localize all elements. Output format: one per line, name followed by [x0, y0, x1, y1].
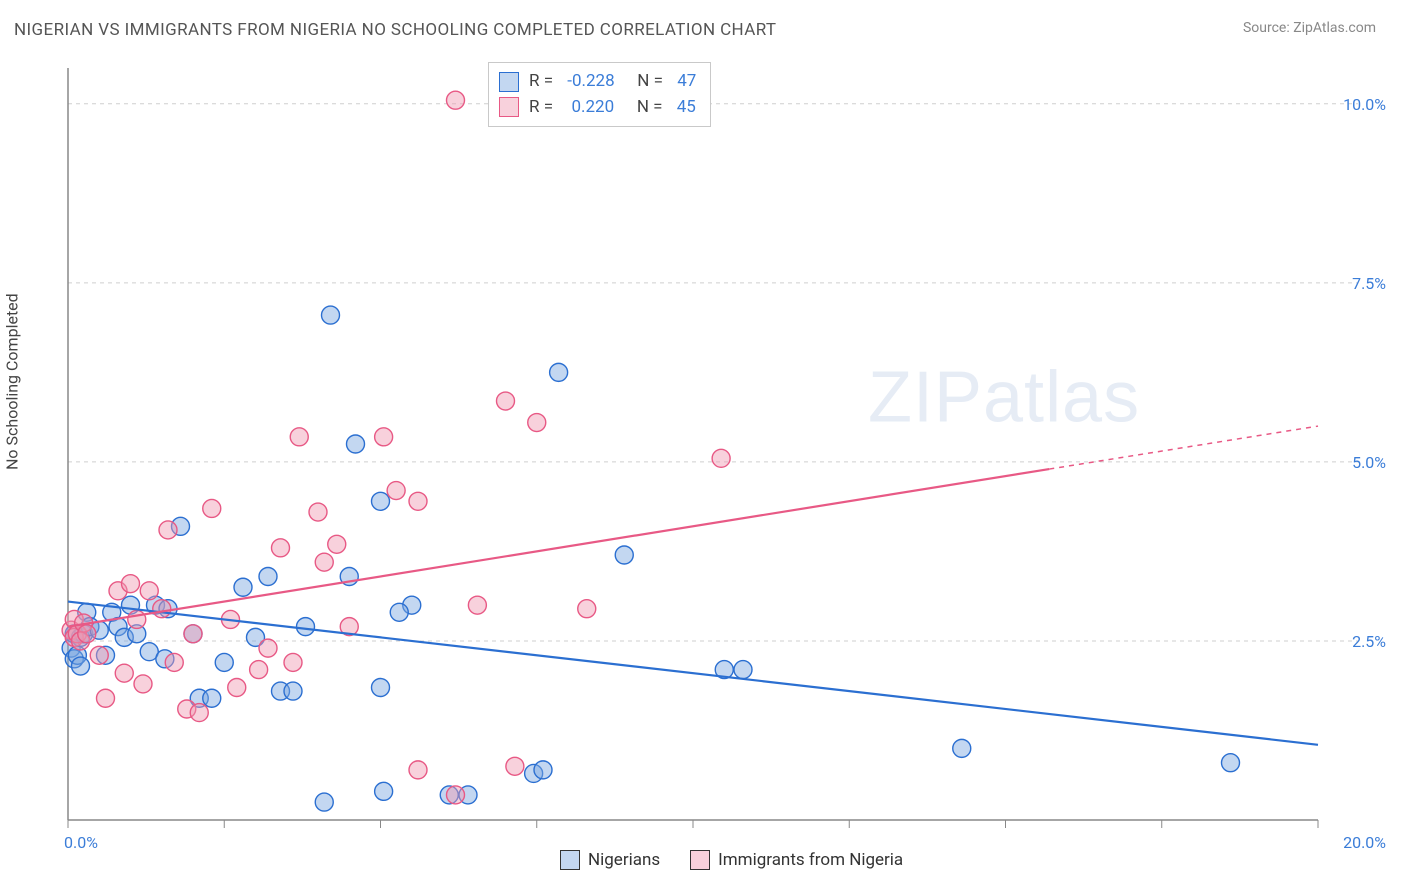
data-point [290, 428, 308, 446]
chart-title: NIGERIAN VS IMMIGRANTS FROM NIGERIA NO S… [14, 20, 776, 40]
y-tick-label: 10.0% [1343, 95, 1386, 114]
legend-label: Nigerians [588, 850, 660, 870]
data-point [734, 661, 752, 679]
data-point [315, 553, 333, 571]
data-point [712, 449, 730, 467]
data-point [203, 689, 221, 707]
source-prefix: Source: [1243, 20, 1293, 36]
legend-swatch [499, 72, 519, 92]
x-tick-label: 0.0% [64, 833, 98, 852]
data-point [372, 679, 390, 697]
source-link[interactable]: ZipAtlas.com [1293, 20, 1376, 36]
data-point [272, 539, 290, 557]
data-point [328, 535, 346, 553]
data-point [297, 618, 315, 636]
data-point [259, 639, 277, 657]
data-point [259, 567, 277, 585]
data-point [284, 682, 302, 700]
watermark: ZIPatlas [868, 357, 1140, 437]
data-point [122, 575, 140, 593]
source-line: Source: ZipAtlas.com [1243, 20, 1376, 36]
data-point [159, 521, 177, 539]
stat-label: N = [624, 95, 667, 121]
correlation-stats-box: R = -0.228 N = 47R = 0.220 N = 45 [488, 62, 711, 127]
data-point [215, 653, 233, 671]
chart-area: No Schooling Completed ZIPatlas2.5%5.0%7… [14, 50, 1392, 880]
stat-label: R = [529, 69, 557, 95]
scatter-plot: ZIPatlas 2.5% 5.0% 7.5% 10.0% 0.0% 20.0% [50, 50, 1390, 880]
y-tick-label: 2.5% [1352, 632, 1386, 651]
data-point [128, 610, 146, 628]
data-point [228, 679, 246, 697]
data-point [115, 664, 133, 682]
stat-value: 0.220 [567, 95, 614, 121]
data-point [97, 689, 115, 707]
stat-value: 47 [677, 69, 696, 95]
data-point [72, 657, 90, 675]
legend-swatch [499, 97, 519, 117]
series-legend: Nigerians Immigrants from Nigeria [560, 850, 903, 870]
data-point [134, 675, 152, 693]
data-point [372, 492, 390, 510]
data-point [578, 600, 596, 618]
y-tick-label: 5.0% [1352, 453, 1386, 472]
data-point [165, 653, 183, 671]
data-point [140, 582, 158, 600]
stats-row: R = 0.220 N = 45 [499, 95, 696, 121]
data-point [1222, 754, 1240, 772]
x-tick-label: 20.0% [1343, 833, 1386, 852]
y-axis-label: No Schooling Completed [3, 293, 22, 470]
data-point [390, 603, 408, 621]
data-point [409, 492, 427, 510]
data-point [284, 653, 302, 671]
data-point [190, 704, 208, 722]
data-point [387, 482, 405, 500]
data-point [90, 646, 108, 664]
data-point [315, 793, 333, 811]
stat-label: R = [529, 95, 557, 121]
data-point [497, 392, 515, 410]
data-point [375, 428, 393, 446]
data-point [447, 786, 465, 804]
data-point [78, 625, 96, 643]
stat-value: 45 [677, 95, 696, 121]
data-point [528, 414, 546, 432]
data-point [234, 578, 252, 596]
data-point [506, 757, 524, 775]
data-point [153, 600, 171, 618]
stat-value: -0.228 [567, 69, 614, 95]
data-point [953, 739, 971, 757]
legend-item: Nigerians [560, 850, 660, 870]
data-point [322, 306, 340, 324]
data-point [409, 761, 427, 779]
stat-label: N = [625, 69, 668, 95]
data-point [184, 625, 202, 643]
data-point [615, 546, 633, 564]
data-point [250, 661, 268, 679]
legend-swatch [560, 850, 580, 870]
data-point [534, 761, 552, 779]
data-point [347, 435, 365, 453]
data-point [309, 503, 327, 521]
header: NIGERIAN VS IMMIGRANTS FROM NIGERIA NO S… [0, 0, 1406, 48]
y-tick-label: 7.5% [1352, 274, 1386, 293]
data-point [447, 91, 465, 109]
stats-row: R = -0.228 N = 47 [499, 69, 696, 95]
legend-item: Immigrants from Nigeria [690, 850, 903, 870]
data-point [468, 596, 486, 614]
legend-label: Immigrants from Nigeria [718, 850, 903, 870]
data-point [550, 363, 568, 381]
data-point [203, 499, 221, 517]
legend-swatch [690, 850, 710, 870]
data-point [375, 782, 393, 800]
